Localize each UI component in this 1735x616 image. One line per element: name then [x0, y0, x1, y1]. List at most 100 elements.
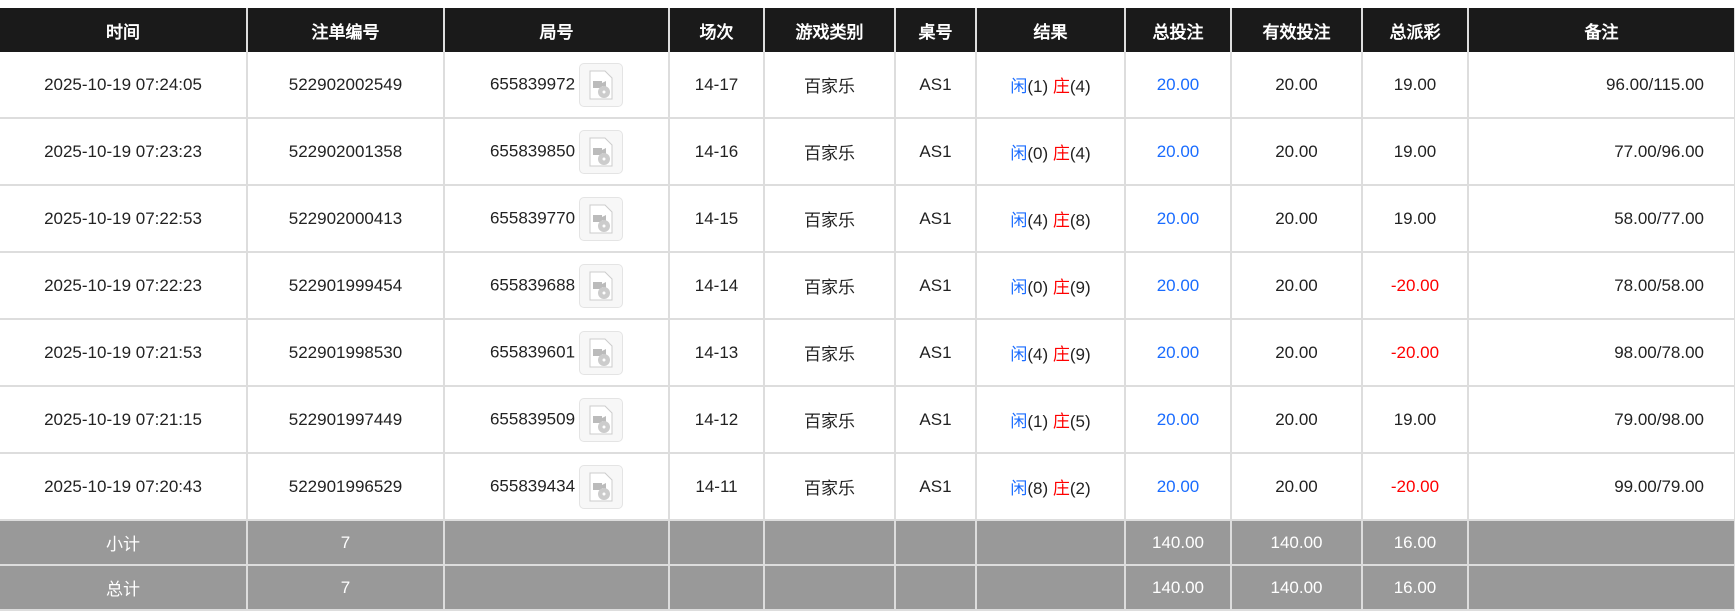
remark-cell: 79.00/98.00 [1468, 386, 1735, 454]
video-replay-icon[interactable] [579, 129, 624, 174]
banker-score: (2) [1069, 479, 1091, 498]
bet-id-cell: 522901997449 [247, 386, 445, 454]
bet-id-cell: 522901996529 [247, 453, 445, 521]
banker-score: (4) [1069, 77, 1091, 96]
column-header-valid-bet: 有效投注 [1231, 8, 1363, 52]
banker-label: 庄 [1052, 412, 1070, 431]
subtotal-valid-bet: 140.00 [1231, 520, 1363, 566]
player-score: (4) [1027, 345, 1049, 364]
column-header-table-no: 桌号 [895, 8, 977, 52]
total-bet-cell: 20.00 [1125, 52, 1232, 119]
valid-bet-cell: 20.00 [1231, 386, 1363, 454]
table-no-cell: AS1 [895, 319, 977, 387]
table-row: 2025-10-19 07:22:53 522902000413 6558397… [0, 185, 1735, 253]
valid-bet-cell: 20.00 [1231, 118, 1363, 186]
banker-label: 庄 [1052, 278, 1070, 297]
empty-cell [764, 520, 896, 566]
bet-id-cell: 522902002549 [247, 52, 445, 119]
game-type-cell: 百家乐 [764, 252, 896, 320]
game-type-cell: 百家乐 [764, 319, 896, 387]
table-row: 2025-10-19 07:20:43 522901996529 6558394… [0, 453, 1735, 521]
subtotal-label: 小计 [0, 520, 248, 566]
result-cell: 闲(4) 庄(9) [976, 319, 1126, 387]
session-cell: 14-16 [669, 118, 765, 186]
session-cell: 14-13 [669, 319, 765, 387]
payout-cell: -20.00 [1362, 453, 1469, 521]
time-cell: 2025-10-19 07:21:53 [0, 319, 248, 387]
player-label: 闲 [1010, 211, 1028, 230]
subtotal-row: 小计 7 140.00 140.00 16.00 [0, 520, 1735, 566]
round-cell: 655839601 [444, 319, 670, 387]
remark-cell: 58.00/77.00 [1468, 185, 1735, 253]
game-type-cell: 百家乐 [764, 118, 896, 186]
table-no-cell: AS1 [895, 252, 977, 320]
session-cell: 14-17 [669, 52, 765, 119]
banker-score: (8) [1069, 211, 1091, 230]
player-label: 闲 [1010, 77, 1028, 96]
banker-score: (5) [1069, 412, 1091, 431]
empty-cell [444, 565, 670, 611]
total-bet-cell: 20.00 [1125, 386, 1232, 454]
result-cell: 闲(8) 庄(2) [976, 453, 1126, 521]
time-cell: 2025-10-19 07:22:23 [0, 252, 248, 320]
session-cell: 14-12 [669, 386, 765, 454]
valid-bet-cell: 20.00 [1231, 453, 1363, 521]
player-label: 闲 [1010, 278, 1028, 297]
total-bet-cell: 20.00 [1125, 319, 1232, 387]
empty-cell [895, 520, 977, 566]
player-score: (0) [1027, 144, 1049, 163]
banker-label: 庄 [1052, 77, 1070, 96]
total-payout: 16.00 [1362, 565, 1469, 611]
empty-cell [976, 565, 1126, 611]
payout-cell: 19.00 [1362, 386, 1469, 454]
banker-score: (4) [1069, 144, 1091, 163]
round-number: 655839509 [489, 408, 576, 428]
table-no-cell: AS1 [895, 185, 977, 253]
empty-cell [895, 565, 977, 611]
table-row: 2025-10-19 07:24:05 522902002549 6558399… [0, 52, 1735, 119]
video-replay-icon[interactable] [579, 196, 624, 241]
table-row: 2025-10-19 07:21:53 522901998530 6558396… [0, 319, 1735, 387]
bet-records-table: 时间 注单编号 局号 场次 游戏类别 桌号 结果 总投注 有效投注 总派彩 备注 2025-10-1… [0, 8, 1735, 611]
round-cell: 655839972 [444, 52, 670, 119]
table-header: 时间 注单编号 局号 场次 游戏类别 桌号 结果 总投注 有效投注 总派彩 备注 [0, 8, 1735, 52]
game-type-cell: 百家乐 [764, 185, 896, 253]
time-cell: 2025-10-19 07:24:05 [0, 52, 248, 119]
payout-cell: 19.00 [1362, 118, 1469, 186]
session-cell: 14-15 [669, 185, 765, 253]
round-cell: 655839770 [444, 185, 670, 253]
table-row: 2025-10-19 07:21:15 522901997449 6558395… [0, 386, 1735, 454]
subtotal-payout: 16.00 [1362, 520, 1469, 566]
banker-label: 庄 [1052, 144, 1070, 163]
video-replay-icon[interactable] [579, 330, 624, 375]
video-replay-icon[interactable] [579, 62, 624, 107]
empty-cell [764, 565, 896, 611]
round-cell: 655839509 [444, 386, 670, 454]
video-replay-icon[interactable] [579, 464, 624, 509]
total-bet-cell: 20.00 [1125, 118, 1232, 186]
round-cell: 655839434 [444, 453, 670, 521]
result-cell: 闲(4) 庄(8) [976, 185, 1126, 253]
video-replay-icon[interactable] [579, 263, 624, 308]
total-total-bet: 140.00 [1125, 565, 1232, 611]
column-header-bet-id: 注单编号 [247, 8, 445, 52]
payout-cell: 19.00 [1362, 185, 1469, 253]
round-number: 655839601 [489, 341, 576, 361]
round-number: 655839434 [489, 475, 576, 495]
column-header-round: 局号 [444, 8, 670, 52]
bet-id-cell: 522902001358 [247, 118, 445, 186]
payout-cell: -20.00 [1362, 252, 1469, 320]
player-score: (1) [1027, 412, 1049, 431]
remark-cell: 96.00/115.00 [1468, 52, 1735, 119]
valid-bet-cell: 20.00 [1231, 185, 1363, 253]
time-cell: 2025-10-19 07:21:15 [0, 386, 248, 454]
column-header-remark: 备注 [1468, 8, 1735, 52]
video-replay-icon[interactable] [579, 397, 624, 442]
column-header-game-type: 游戏类别 [764, 8, 896, 52]
total-bet-cell: 20.00 [1125, 185, 1232, 253]
banker-score: (9) [1069, 278, 1091, 297]
total-row: 总计 7 140.00 140.00 16.00 [0, 565, 1735, 611]
player-label: 闲 [1010, 479, 1028, 498]
game-type-cell: 百家乐 [764, 453, 896, 521]
time-cell: 2025-10-19 07:22:53 [0, 185, 248, 253]
